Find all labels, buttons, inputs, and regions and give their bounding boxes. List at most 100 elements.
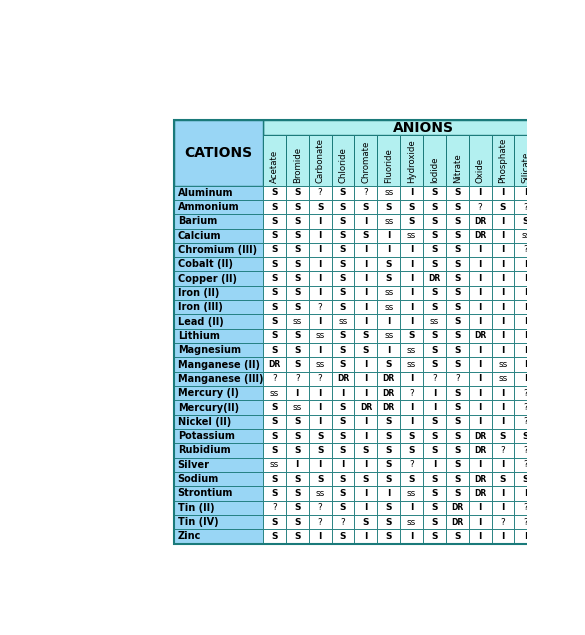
Text: DR: DR (566, 217, 578, 226)
Text: S: S (271, 288, 278, 297)
Text: I: I (364, 303, 367, 312)
Text: S: S (431, 260, 438, 269)
Text: S: S (454, 188, 460, 197)
Text: S: S (431, 246, 438, 255)
Text: ss: ss (292, 317, 302, 326)
Bar (174, 386, 263, 401)
Text: DR: DR (269, 360, 281, 369)
Text: Tin (II): Tin (II) (178, 503, 214, 513)
Text: I: I (524, 489, 528, 498)
Bar (400, 329, 423, 343)
Text: I: I (524, 303, 528, 312)
Bar (400, 300, 423, 314)
Text: ?: ? (524, 203, 528, 211)
Text: I: I (410, 303, 413, 312)
Bar (263, 243, 286, 257)
Text: S: S (340, 474, 346, 484)
Text: I: I (318, 532, 322, 541)
Text: S: S (363, 345, 369, 355)
Text: S: S (271, 518, 278, 526)
Text: DR: DR (566, 345, 578, 355)
Bar (560, 415, 583, 429)
Bar (332, 401, 355, 415)
Bar (174, 515, 263, 529)
Bar (491, 515, 514, 529)
Bar (309, 515, 332, 529)
Text: I: I (364, 489, 367, 498)
Text: I: I (410, 417, 413, 426)
Bar (469, 135, 491, 185)
Bar (560, 371, 583, 386)
Text: I: I (364, 288, 367, 297)
Text: I: I (364, 217, 367, 226)
Text: S: S (500, 203, 506, 211)
Bar (446, 214, 469, 229)
Text: Ammonium: Ammonium (178, 202, 239, 212)
Text: Chromate: Chromate (362, 141, 370, 184)
Bar (560, 214, 583, 229)
Text: S: S (546, 417, 552, 426)
Text: Iron (III): Iron (III) (178, 302, 223, 312)
Text: S: S (340, 188, 346, 197)
Bar (377, 401, 400, 415)
Bar (560, 343, 583, 358)
Text: ss: ss (338, 317, 347, 326)
Text: S: S (569, 331, 575, 340)
Text: S: S (340, 504, 346, 512)
Bar (514, 443, 538, 458)
Bar (514, 401, 538, 415)
Text: S: S (294, 518, 301, 526)
Bar (491, 371, 514, 386)
Text: S: S (340, 231, 346, 240)
Text: Mercury(II): Mercury(II) (178, 403, 239, 413)
Text: DR: DR (566, 231, 578, 240)
Bar (560, 358, 583, 371)
Text: ?: ? (524, 460, 528, 469)
Text: Iron (II): Iron (II) (178, 288, 219, 298)
Text: ?: ? (410, 389, 414, 398)
Text: S: S (271, 345, 278, 355)
Text: I: I (501, 489, 505, 498)
Bar (355, 515, 377, 529)
Bar (491, 314, 514, 329)
Text: I: I (410, 288, 413, 297)
Bar (446, 429, 469, 443)
Bar (309, 500, 332, 515)
Text: S: S (294, 217, 301, 226)
Bar (400, 358, 423, 371)
Bar (263, 371, 286, 386)
Bar (469, 429, 491, 443)
Bar (377, 358, 400, 371)
Bar (286, 472, 309, 486)
Text: I: I (570, 504, 573, 512)
Text: ?: ? (318, 188, 322, 197)
Bar (355, 214, 377, 229)
Bar (309, 529, 332, 544)
Text: S: S (340, 532, 346, 541)
Bar (174, 371, 263, 386)
Bar (423, 386, 446, 401)
Text: S: S (408, 203, 415, 211)
Text: ?: ? (318, 504, 322, 512)
Bar (332, 458, 355, 472)
Text: Mercury (I): Mercury (I) (178, 388, 239, 398)
Bar (400, 135, 423, 185)
Bar (514, 214, 538, 229)
Text: ss: ss (407, 360, 417, 369)
Bar (538, 135, 560, 185)
Text: I: I (410, 403, 413, 412)
Bar (469, 185, 491, 200)
Text: ss: ss (544, 231, 553, 240)
Text: DR: DR (360, 403, 372, 412)
Bar (423, 185, 446, 200)
Bar (538, 458, 560, 472)
Bar (469, 343, 491, 358)
Text: I: I (524, 345, 528, 355)
Bar (286, 286, 309, 300)
Text: ?: ? (501, 446, 505, 455)
Text: S: S (454, 432, 460, 441)
Text: ?: ? (272, 504, 277, 512)
Bar (332, 314, 355, 329)
Bar (286, 314, 309, 329)
Text: S: S (340, 403, 346, 412)
